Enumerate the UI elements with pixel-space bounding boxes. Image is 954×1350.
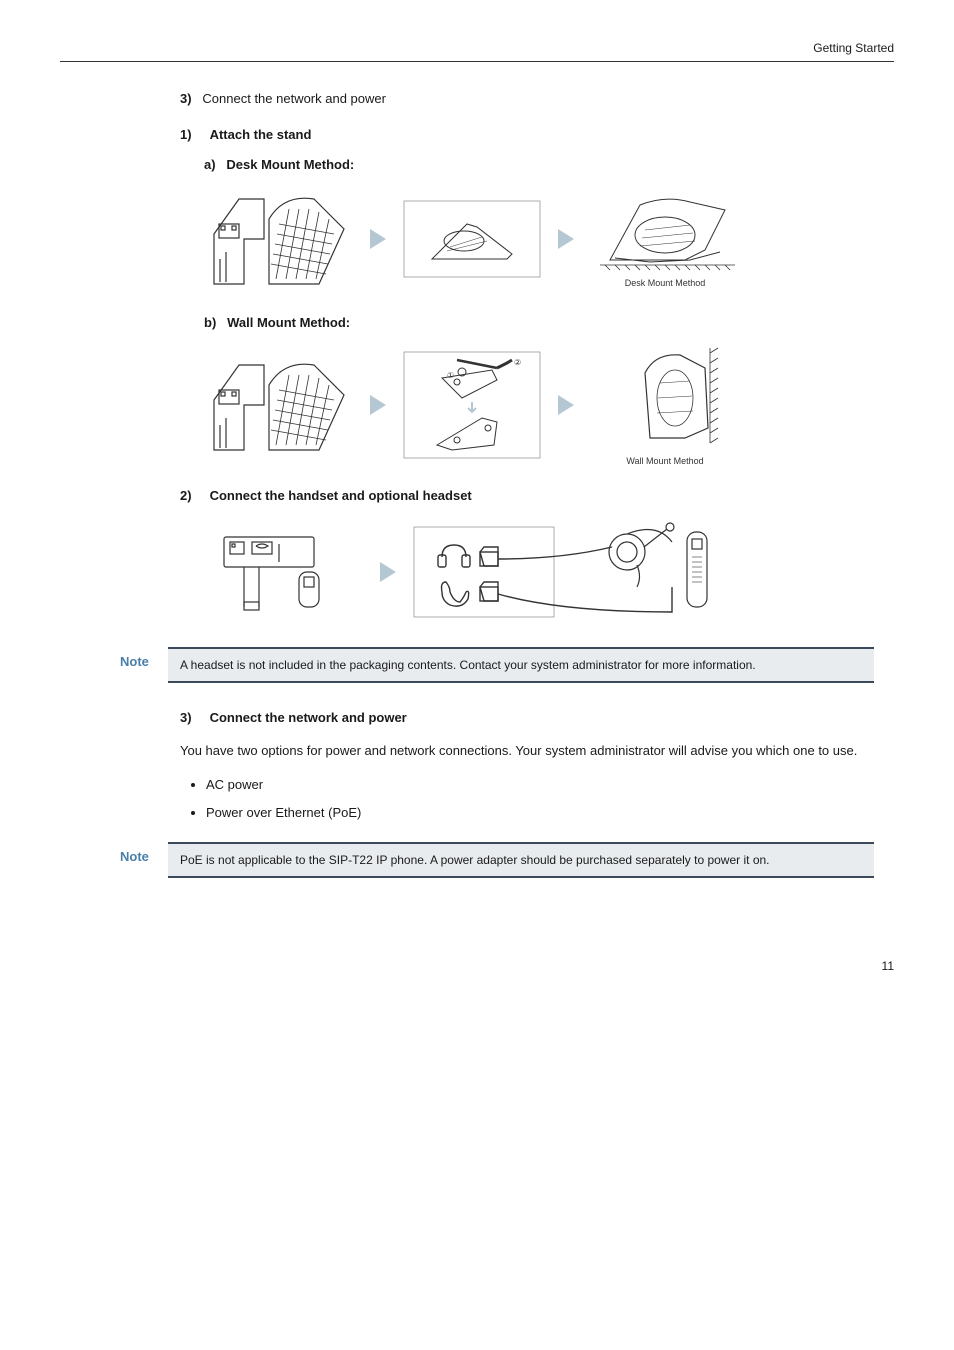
page-header: Getting Started bbox=[60, 40, 894, 62]
wall-mount-diagram: ② ① bbox=[204, 343, 874, 468]
note-2: Note PoE is not applicable to the SIP-T2… bbox=[60, 842, 894, 878]
section-3-title: Connect the network and power bbox=[210, 709, 407, 727]
section-1-title: Attach the stand bbox=[210, 126, 312, 144]
desk-mount-diagram: Desk Mount Method bbox=[204, 184, 874, 294]
headset-connection-icon bbox=[412, 517, 722, 627]
arrow-icon bbox=[558, 395, 574, 415]
desk-mount-caption: Desk Mount Method bbox=[625, 277, 706, 290]
phone-side-icon bbox=[204, 522, 364, 622]
arrow-icon bbox=[380, 562, 396, 582]
section-1b-letter: b) bbox=[204, 315, 216, 330]
wall-mount-step3: Wall Mount Method bbox=[590, 343, 740, 468]
desk-mount-step2 bbox=[402, 199, 542, 279]
section-2-title: Connect the handset and optional headset bbox=[210, 487, 472, 505]
section-1a-title: Desk Mount Method: bbox=[226, 157, 354, 172]
arrow-icon bbox=[370, 229, 386, 249]
bullet-ac-power: AC power bbox=[206, 776, 874, 794]
step-3-top-num: 3) bbox=[180, 91, 192, 106]
note-2-label: Note bbox=[90, 842, 168, 866]
section-3-num: 3) bbox=[180, 709, 192, 727]
arrow-icon bbox=[370, 395, 386, 415]
section-1-heading: 1) Attach the stand bbox=[180, 126, 874, 144]
screw-stand-icon: ② ① bbox=[402, 350, 542, 460]
desk-mount-step1 bbox=[204, 184, 354, 294]
running-head: Getting Started bbox=[813, 41, 894, 55]
section-1a-heading: a) Desk Mount Method: bbox=[204, 156, 874, 174]
phone-with-stand-icon bbox=[204, 350, 354, 460]
section-2-heading: 2) Connect the handset and optional head… bbox=[180, 487, 874, 505]
section-2-num: 2) bbox=[180, 487, 192, 505]
stand-assembly-icon bbox=[402, 199, 542, 279]
section-3-paragraph: You have two options for power and netwo… bbox=[180, 740, 874, 762]
section-1-num: 1) bbox=[180, 126, 192, 144]
svg-text:②: ② bbox=[514, 358, 521, 367]
content-area-2: 3) Connect the network and power You hav… bbox=[60, 709, 894, 822]
note-1-body: A headset is not included in the packagi… bbox=[168, 647, 874, 683]
bullet-poe: Power over Ethernet (PoE) bbox=[206, 804, 874, 822]
step-3-top-line: 3) Connect the network and power bbox=[180, 90, 874, 108]
desk-mount-step3: Desk Mount Method bbox=[590, 190, 740, 290]
page-number: 11 bbox=[60, 958, 894, 975]
section-3-heading: 3) Connect the network and power bbox=[180, 709, 874, 727]
section-1b-heading: b) Wall Mount Method: bbox=[204, 314, 874, 332]
note-2-body: PoE is not applicable to the SIP-T22 IP … bbox=[168, 842, 874, 878]
handset-step1 bbox=[204, 522, 364, 622]
wall-mount-step2: ② ① bbox=[402, 350, 542, 460]
section-1a-letter: a) bbox=[204, 157, 216, 172]
section-3-bullets: AC power Power over Ethernet (PoE) bbox=[206, 776, 874, 822]
step-3-top-text: Connect the network and power bbox=[202, 91, 386, 106]
content-area: 3) Connect the network and power 1) Atta… bbox=[60, 90, 894, 628]
note-1-label: Note bbox=[90, 647, 168, 671]
section-1b-title: Wall Mount Method: bbox=[227, 315, 350, 330]
phone-with-stand-icon bbox=[204, 184, 354, 294]
phone-on-desk-icon bbox=[590, 190, 740, 275]
handset-diagram bbox=[204, 517, 874, 627]
svg-text:①: ① bbox=[447, 371, 454, 380]
note-1: Note A headset is not included in the pa… bbox=[60, 647, 894, 683]
wall-mount-caption: Wall Mount Method bbox=[626, 455, 703, 468]
phone-on-wall-icon bbox=[590, 343, 740, 453]
handset-step2 bbox=[412, 517, 722, 627]
arrow-icon bbox=[558, 229, 574, 249]
wall-mount-step1 bbox=[204, 350, 354, 460]
